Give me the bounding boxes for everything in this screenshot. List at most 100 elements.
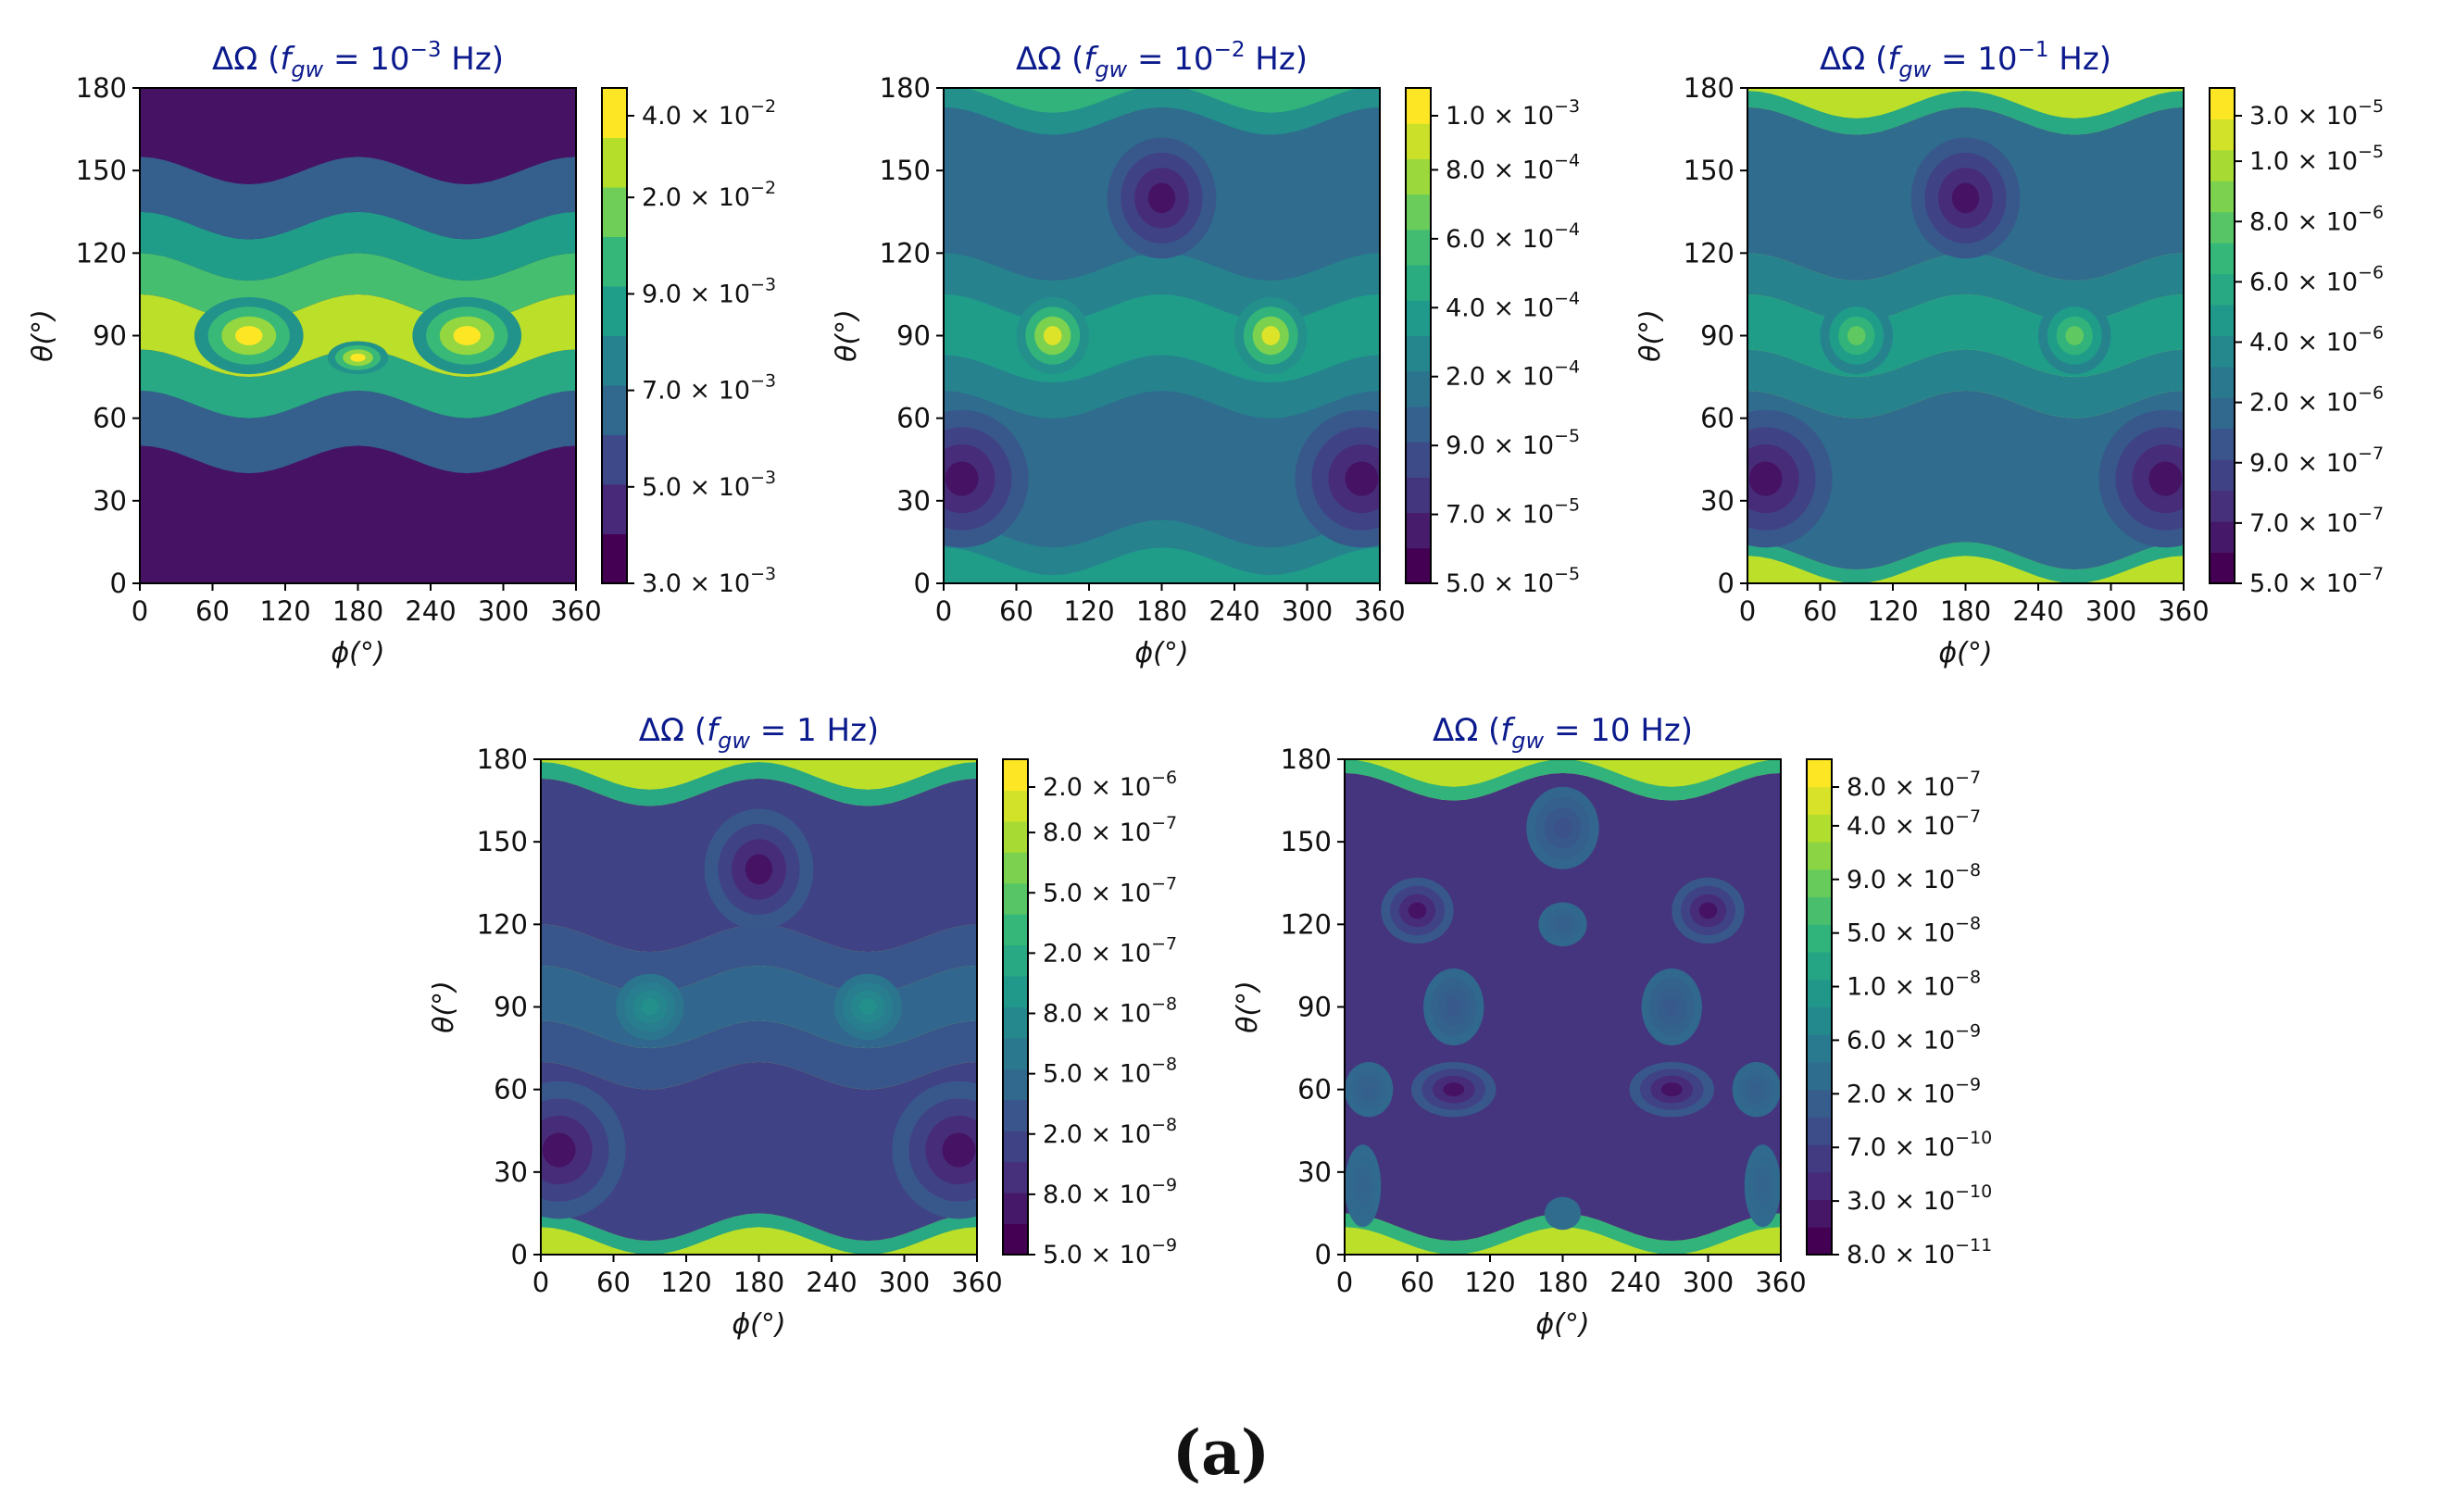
contour-band-2 [1747, 542, 2184, 583]
contour-band-1 [1747, 556, 2184, 583]
x-tick-label: 240 [405, 595, 456, 627]
x-tick-label: 360 [951, 1267, 1002, 1298]
contour-blob-3 [1951, 182, 1980, 214]
contour-band-1 [1345, 1227, 1781, 1255]
y-axis-label: θ(°) [1232, 981, 1264, 1033]
y-tick-label: 120 [880, 237, 931, 269]
contour-band-2 [1345, 1213, 1781, 1255]
contour-band-3 [1747, 390, 2184, 570]
plot-area [140, 88, 576, 583]
figure-caption: (a) [1171, 1417, 1271, 1489]
plot-area [1345, 759, 1781, 1255]
colorbar-tick-label: 7.0 × 10−10 [1847, 1128, 1992, 1162]
contour-band-5 [1345, 759, 1781, 787]
colorbar-segment [2210, 552, 2235, 584]
contour-blob-11 [1758, 1175, 1768, 1196]
colorbar-segment [1406, 512, 1431, 549]
y-tick-label: 120 [76, 237, 127, 269]
colorbar-segment [1807, 1061, 1832, 1091]
colorbar-segment [2210, 119, 2235, 151]
colorbar-tick-label: 8.0 × 10−9 [1043, 1175, 1177, 1209]
colorbar-segment [1003, 882, 1028, 915]
y-tick-label: 0 [511, 1239, 528, 1270]
x-tick-label: 0 [1336, 1267, 1353, 1298]
contour-blob-5 [1556, 918, 1570, 931]
x-tick-label: 60 [1400, 1267, 1434, 1298]
colorbar-segment [1406, 265, 1431, 301]
x-tick-label: 60 [195, 595, 230, 627]
contour-band-3 [1345, 772, 1781, 1242]
x-tick-label: 300 [1282, 595, 1333, 627]
x-tick-label: 300 [478, 595, 529, 627]
y-tick-label: 90 [494, 992, 528, 1023]
colorbar-tick-label: 5.0 × 10−7 [2249, 564, 2384, 598]
colorbar-segment [1003, 1161, 1028, 1193]
y-tick-label: 0 [914, 568, 931, 599]
colorbar-segment [1807, 786, 1832, 815]
contour-blob-2 [859, 998, 877, 1016]
colorbar-tick-label: 5.0 × 10−8 [1043, 1055, 1177, 1089]
y-tick-label: 150 [1281, 826, 1332, 857]
y-tick-label: 180 [880, 72, 931, 104]
colorbar-segment [1003, 852, 1028, 884]
y-tick-label: 150 [477, 826, 528, 857]
x-tick-label: 180 [1537, 1267, 1588, 1298]
y-tick-label: 30 [1700, 485, 1734, 517]
x-tick-label: 180 [332, 595, 383, 627]
contour-blob-7 [1664, 997, 1680, 1017]
x-tick-label: 360 [1755, 1267, 1806, 1298]
contour-band-1 [541, 1227, 977, 1255]
colorbar-segment [1807, 1034, 1832, 1063]
contour-band-1 [140, 445, 576, 583]
x-tick-label: 360 [550, 595, 601, 627]
x-tick-label: 300 [879, 1267, 930, 1298]
y-tick-label: 180 [1281, 744, 1332, 775]
heatmap-panel-3: 0 60 120 180 240 300 360 0 30 60 90 120 150 180 ϕ(°) θ(… [1634, 38, 2384, 669]
contour-band-4 [1747, 349, 2184, 419]
y-tick-label: 120 [1281, 908, 1332, 940]
panel-title: ΔΩ (fgw = 10 Hz) [1433, 712, 1693, 754]
colorbar-segment [2210, 397, 2235, 430]
y-tick-label: 90 [93, 320, 127, 352]
colorbar-segment [1807, 759, 1832, 788]
colorbar-segment [1003, 1037, 1028, 1069]
colorbar-segment [1003, 820, 1028, 853]
contour-blob-2 [453, 326, 481, 345]
x-tick-label: 120 [259, 595, 310, 627]
colorbar-segment [1807, 1089, 1832, 1118]
y-tick-label: 90 [1297, 992, 1332, 1023]
colorbar-segment [1003, 1006, 1028, 1039]
y-axis-label: θ(°) [428, 981, 460, 1033]
contour-blob-1 [235, 326, 263, 345]
colorbar-tick-label: 8.0 × 10−7 [1043, 813, 1177, 847]
colorbar-tick-label: 6.0 × 10−9 [1847, 1020, 1981, 1055]
colorbar-tick-label: 5.0 × 10−9 [1043, 1235, 1177, 1269]
plot-area [944, 88, 1380, 583]
colorbar-segment [1406, 158, 1431, 195]
x-tick-label: 300 [2085, 595, 2136, 627]
x-tick-label: 60 [999, 595, 1033, 627]
contour-blob-2 [1261, 326, 1281, 345]
colorbar-frame [601, 87, 628, 584]
y-tick-label: 0 [1315, 1239, 1332, 1270]
colorbar-segment [602, 137, 627, 188]
colorbar-tick-label: 9.0 × 10−7 [2249, 444, 2384, 478]
colorbar-segment [1003, 1099, 1028, 1131]
colorbar-tick-label: 5.0 × 10−3 [642, 468, 776, 502]
colorbar-segment [602, 187, 627, 237]
y-tick-label: 180 [76, 72, 127, 104]
x-tick-label: 360 [2158, 595, 2209, 627]
x-tick-label: 120 [1464, 1267, 1515, 1298]
contour-blob-4 [1748, 461, 1783, 496]
colorbar-segment [2210, 273, 2235, 306]
colorbar-segment [2210, 88, 2235, 119]
panel-title: ΔΩ (fgw = 10−1 Hz) [1820, 38, 2111, 82]
colorbar-segment [2210, 243, 2235, 275]
y-tick-label: 120 [477, 908, 528, 940]
colorbar-frame [2209, 87, 2235, 584]
colorbar-segment [1406, 335, 1431, 372]
colorbar-segment [1807, 924, 1832, 953]
x-tick-label: 60 [1803, 595, 1837, 627]
contour-blob-1 [1443, 1082, 1465, 1097]
